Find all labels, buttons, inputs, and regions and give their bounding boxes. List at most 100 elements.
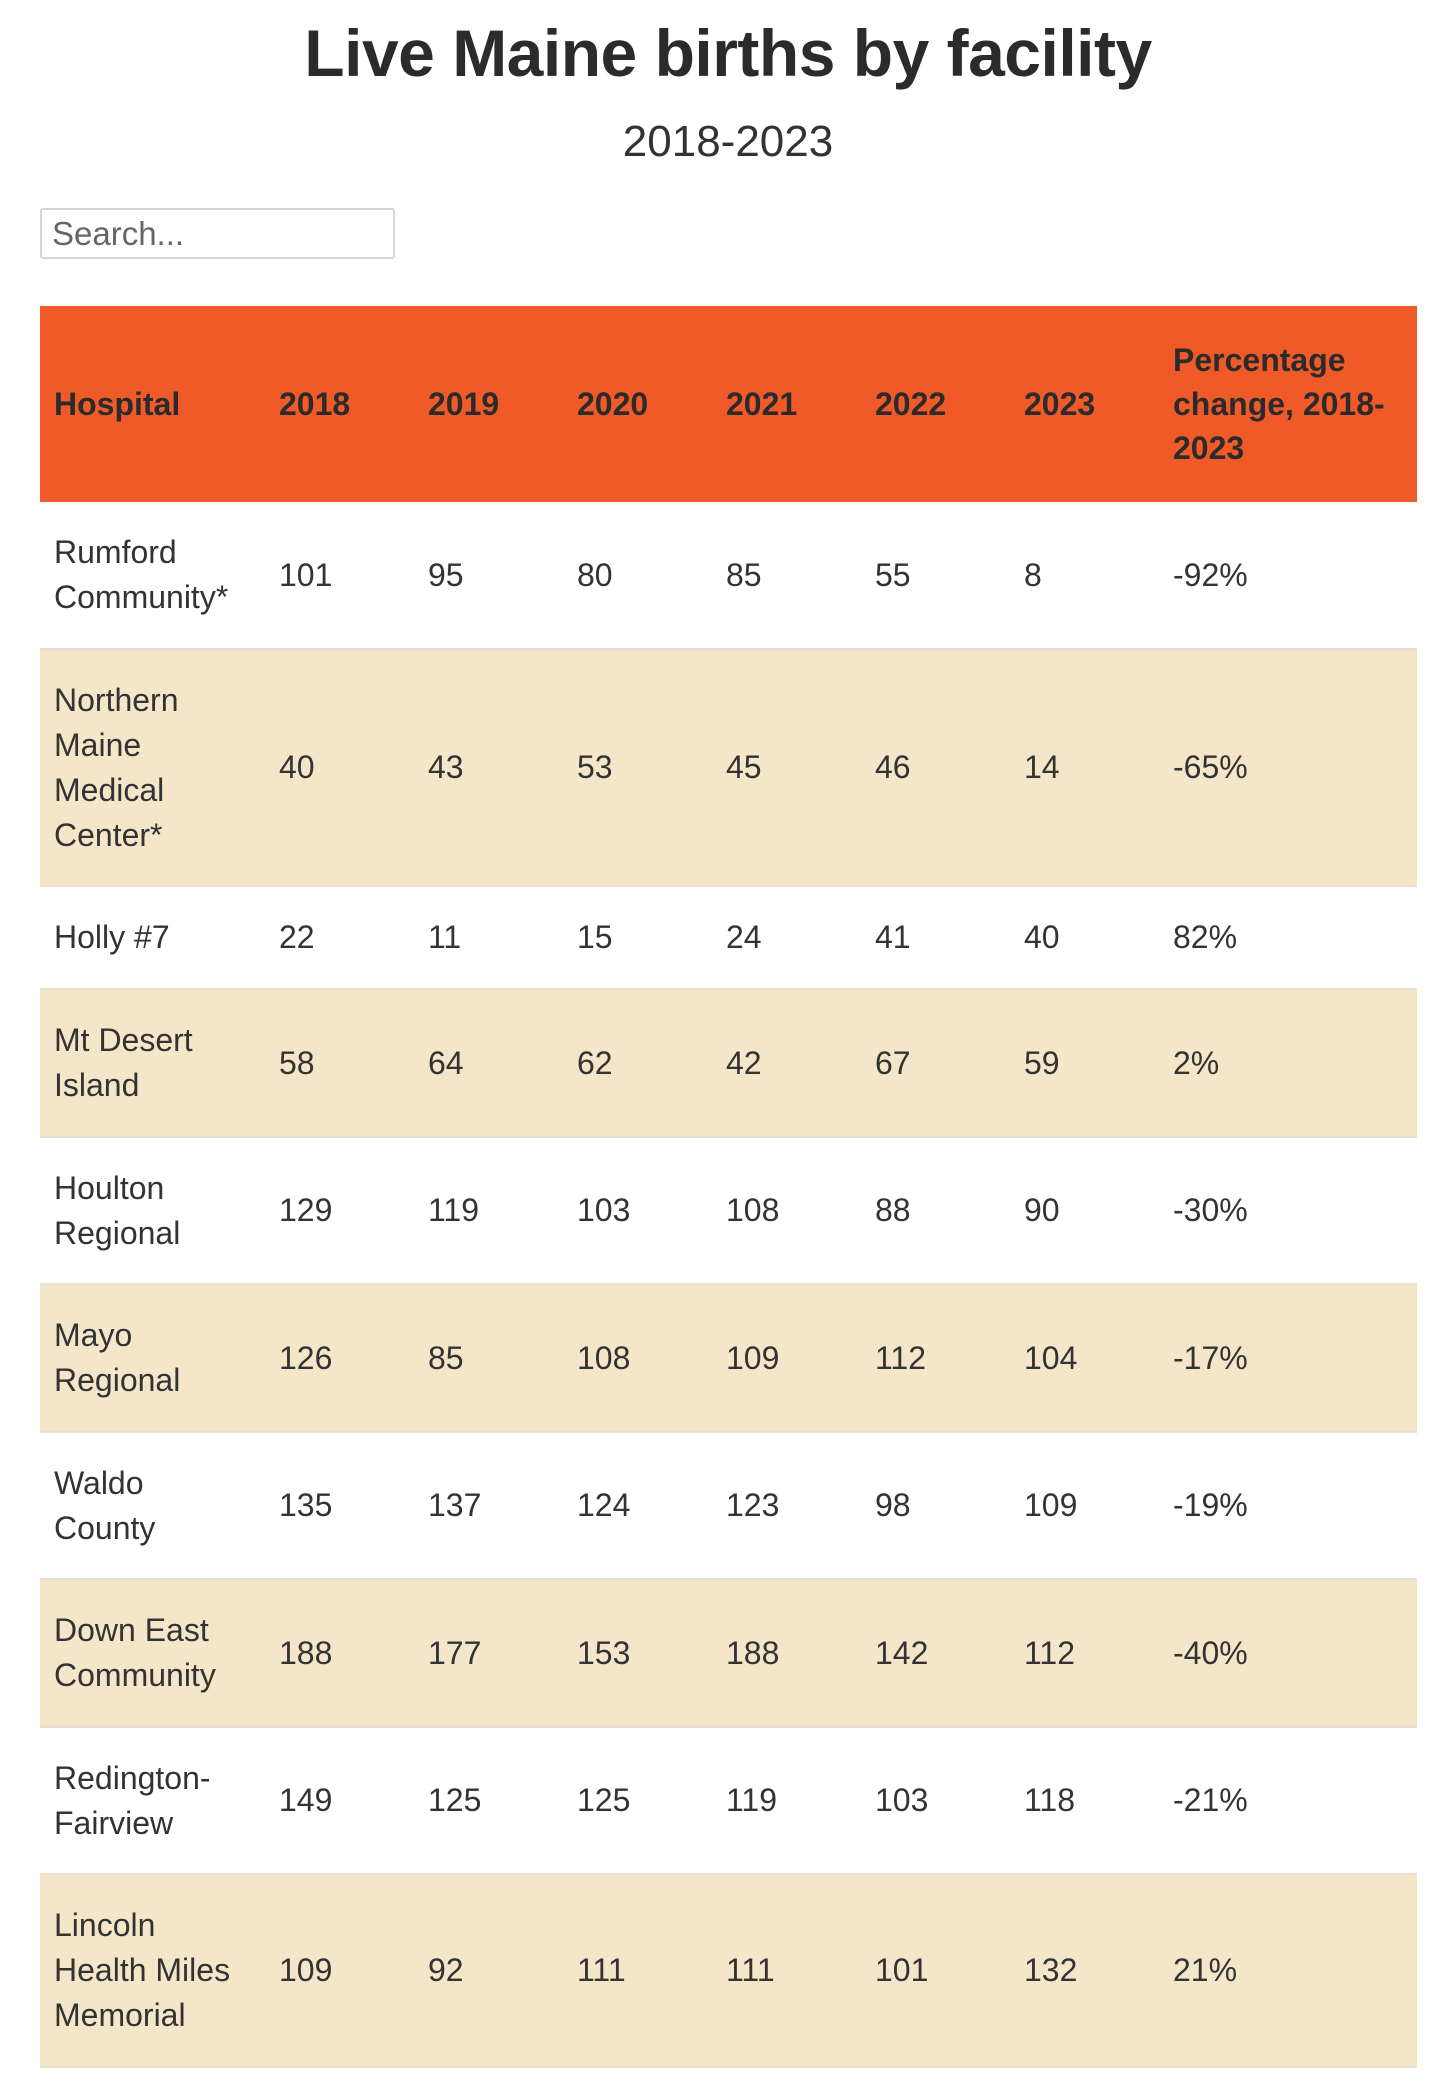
cell-2018: 129 xyxy=(279,1192,333,1228)
cell-change: 2% xyxy=(1173,1044,1220,1081)
cell-2022: 112 xyxy=(875,1339,927,1376)
cell-2022: 67 xyxy=(875,1044,911,1081)
cell-2020: 80 xyxy=(577,556,613,593)
cell-2018: 58 xyxy=(279,1044,315,1081)
table-row: Mt Desert Island 58 64 62 42 67 59 2% xyxy=(40,989,1417,1137)
cell-2019: 64 xyxy=(428,1044,464,1081)
cell-2023: 14 xyxy=(1024,749,1060,785)
cell-2021: 109 xyxy=(726,1339,780,1376)
cell-hospital: Mayo Regional xyxy=(54,1317,181,1398)
cell-hospital: Northern Maine Medical Center* xyxy=(54,681,179,853)
cell-2019: 177 xyxy=(428,1634,482,1671)
cell-2022: 103 xyxy=(875,1782,929,1818)
cell-2019: 11 xyxy=(428,919,462,955)
table-row: Holly #7 22 11 15 24 41 40 82% xyxy=(40,886,1417,989)
cell-2021: 24 xyxy=(726,919,762,955)
table-body: Rumford Community* 101 95 80 85 55 8 -92… xyxy=(40,502,1417,2067)
cell-change: -19% xyxy=(1173,1487,1248,1523)
cell-2019: 92 xyxy=(428,1952,464,1988)
column-header-2022[interactable]: 2022 xyxy=(875,386,947,422)
cell-2022: 101 xyxy=(875,1952,929,1988)
cell-2023: 90 xyxy=(1024,1192,1060,1228)
column-header-2023[interactable]: 2023 xyxy=(1024,386,1096,422)
table-row: Down East Community 188 177 153 188 142 … xyxy=(40,1579,1417,1727)
cell-2018: 40 xyxy=(279,749,315,785)
column-header-percentage-change[interactable]: Percentage change, 2018-2023 xyxy=(1173,342,1385,466)
cell-2021: 123 xyxy=(726,1487,780,1523)
header-row: Hospital 2018 2019 2020 2021 2022 2023 P… xyxy=(40,306,1417,502)
cell-change: 82% xyxy=(1173,919,1238,955)
cell-2023: 40 xyxy=(1024,919,1060,955)
cell-2019: 119 xyxy=(428,1192,480,1228)
column-header-2019[interactable]: 2019 xyxy=(428,386,500,422)
cell-hospital: Lincoln Health Miles Memorial xyxy=(54,1907,231,2033)
cell-2021: 111 xyxy=(726,1952,775,1988)
cell-2019: 137 xyxy=(428,1487,482,1523)
cell-hospital: Waldo County xyxy=(54,1464,156,1546)
cell-2020: 125 xyxy=(577,1782,631,1818)
cell-2018: 22 xyxy=(279,919,315,955)
table-row: Houlton Regional 129 119 103 108 88 90 -… xyxy=(40,1137,1417,1284)
column-header-hospital[interactable]: Hospital xyxy=(54,386,181,422)
table-row: Mayo Regional 126 85 108 109 112 104 -17… xyxy=(40,1284,1417,1432)
cell-change: -21% xyxy=(1173,1782,1248,1818)
cell-2021: 108 xyxy=(726,1192,780,1228)
cell-2021: 119 xyxy=(726,1782,778,1818)
cell-2023: 59 xyxy=(1024,1044,1060,1081)
cell-2021: 85 xyxy=(726,556,762,593)
cell-2023: 104 xyxy=(1024,1339,1078,1376)
cell-2019: 95 xyxy=(428,556,464,593)
cell-2020: 53 xyxy=(577,749,613,785)
cell-2021: 188 xyxy=(726,1634,780,1671)
cell-2020: 111 xyxy=(577,1952,626,1988)
cell-2022: 142 xyxy=(875,1634,929,1671)
cell-2019: 43 xyxy=(428,749,464,785)
table-row: Northern Maine Medical Center* 40 43 53 … xyxy=(40,649,1417,886)
cell-2022: 41 xyxy=(875,919,911,955)
cell-change: -92% xyxy=(1173,556,1248,593)
table-header: Hospital 2018 2019 2020 2021 2022 2023 P… xyxy=(40,306,1417,502)
column-header-2020[interactable]: 2020 xyxy=(577,386,649,422)
cell-hospital: Down East Community xyxy=(54,1612,216,1693)
table-row: Waldo County 135 137 124 123 98 109 -19% xyxy=(40,1432,1417,1579)
cell-2018: 101 xyxy=(279,556,333,593)
cell-change: -40% xyxy=(1173,1634,1248,1671)
cell-2023: 112 xyxy=(1024,1634,1076,1671)
cell-2022: 55 xyxy=(875,556,911,593)
cell-2020: 153 xyxy=(577,1634,631,1671)
search-input[interactable] xyxy=(40,208,395,259)
births-table: Hospital 2018 2019 2020 2021 2022 2023 P… xyxy=(40,306,1417,2068)
cell-2018: 149 xyxy=(279,1782,333,1818)
cell-2018: 188 xyxy=(279,1634,333,1671)
page-subtitle: 2018-2023 xyxy=(622,117,834,166)
cell-2018: 135 xyxy=(279,1487,333,1523)
cell-2023: 109 xyxy=(1024,1487,1078,1523)
cell-hospital: Redington-Fairview xyxy=(54,1759,211,1841)
page-title: Live Maine births by facility xyxy=(304,16,1152,90)
cell-change: -17% xyxy=(1173,1339,1248,1376)
cell-2020: 62 xyxy=(577,1044,613,1081)
cell-hospital: Holly #7 xyxy=(54,919,170,955)
cell-2022: 98 xyxy=(875,1487,911,1523)
cell-2019: 125 xyxy=(428,1782,482,1818)
cell-2022: 88 xyxy=(875,1192,911,1228)
cell-hospital: Mt Desert Island xyxy=(54,1022,193,1103)
table-row: Lincoln Health Miles Memorial 109 92 111… xyxy=(40,1874,1417,2067)
cell-2018: 126 xyxy=(279,1339,333,1376)
cell-2020: 15 xyxy=(577,919,613,955)
cell-2022: 46 xyxy=(875,749,911,785)
column-header-2021[interactable]: 2021 xyxy=(726,386,798,422)
cell-2023: 8 xyxy=(1024,556,1042,593)
cell-2020: 108 xyxy=(577,1339,631,1376)
cell-change: -30% xyxy=(1173,1192,1248,1228)
cell-change: 21% xyxy=(1173,1952,1238,1988)
column-header-2018[interactable]: 2018 xyxy=(279,386,351,422)
cell-hospital: Houlton Regional xyxy=(54,1169,181,1251)
cell-hospital: Rumford Community* xyxy=(54,534,229,615)
cell-2023: 118 xyxy=(1024,1782,1076,1818)
cell-2023: 132 xyxy=(1024,1952,1078,1988)
cell-2020: 124 xyxy=(577,1487,631,1523)
cell-2019: 85 xyxy=(428,1339,464,1376)
cell-2020: 103 xyxy=(577,1192,631,1228)
cell-2021: 42 xyxy=(726,1044,762,1081)
